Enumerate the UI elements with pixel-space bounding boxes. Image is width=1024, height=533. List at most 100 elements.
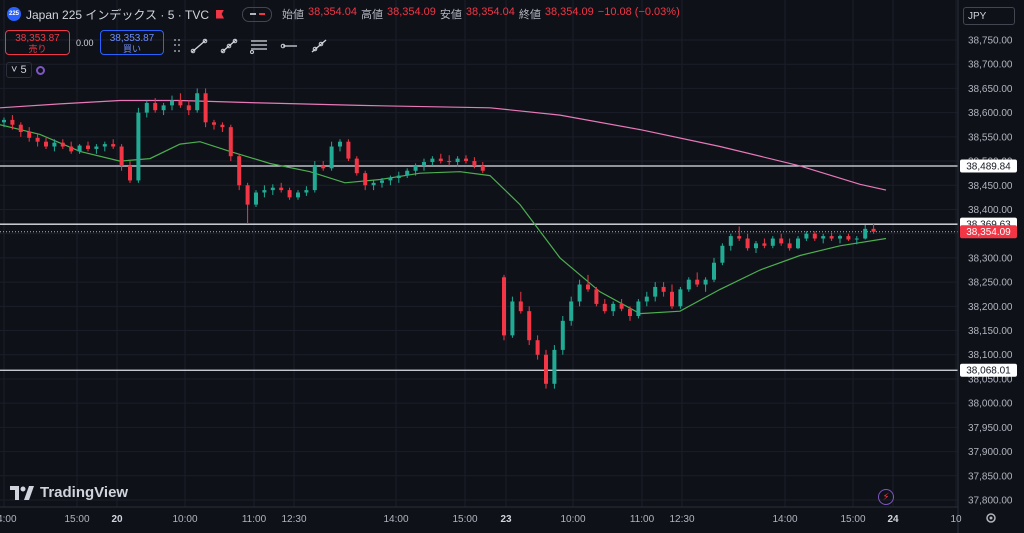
parallel-channel-tool-icon[interactable] [248,36,270,56]
candle-body [518,301,523,312]
x-tick-label: 12:30 [281,514,306,525]
x-tick-label: 11:00 [630,514,655,525]
price-axis: 38,750.00 38,700.00 38,650.00 38,600.00 38,5… [968,36,1013,507]
sell-price: 38,353.87 [15,33,60,44]
buy-button[interactable]: 38,353.87 買い [100,30,164,55]
flash-icon[interactable]: ⚡ [878,489,894,505]
candle-body [304,190,309,193]
candle-body [237,156,242,186]
interval-box[interactable]: ˅ 5 [6,62,32,78]
low-label: 安値 [439,9,462,21]
y-tick-label: 38,250.00 [968,278,1013,289]
drag-handle-icon[interactable] [174,39,180,53]
indicator-circle-icon[interactable] [35,65,45,75]
candle-body [86,145,90,149]
candle-body [787,243,792,249]
horizontal-ray-tool-icon[interactable] [278,36,300,56]
candle-body [161,105,166,111]
legend-header: 225 Japan 225 インデックス · 5 · TVC 始値 38,354.… [0,0,958,28]
trend-line-tool-icon[interactable] [188,36,210,56]
candle-body [44,141,48,147]
last-price-tag [960,225,1017,239]
candle-body [296,192,300,198]
candle-body [577,284,582,302]
level-price-tag [960,159,1017,173]
y-tick-label: 38,650.00 [968,84,1013,95]
candle-body [745,238,750,249]
candle-body [438,158,443,162]
candle-body [779,238,784,244]
currency-selector[interactable]: JPY [963,7,1015,25]
time-axis: 14:00 15:00 20 10:00 11:00 12:30 14:00 15:00 23 1… [0,514,962,525]
candle-body [128,165,132,181]
symbol-title[interactable]: Japan 225 インデックス · 5 · TVC [26,7,210,22]
spread-value: 0.00 [76,38,94,48]
x-tick-label: 23 [500,514,512,525]
candle-body [737,236,742,239]
open-label: 始値 [282,9,305,21]
candle-body [611,303,616,312]
candle-body [754,243,758,249]
x-tick-label: 15:00 [452,514,477,525]
candle-body [821,236,826,239]
tradingview-logo-icon [10,485,34,500]
candle-body [413,165,418,171]
candle-body [195,93,200,111]
sell-button[interactable]: 38,353.87 売り [5,30,70,55]
brand-name: TradingView [40,484,129,501]
candle-body [136,112,141,181]
candle-body [812,233,817,239]
candle-body [510,301,515,336]
candle-body [77,145,82,152]
candle-body [354,158,359,174]
candle-body [254,192,258,205]
candle-body [502,277,506,336]
candle-body [560,320,565,350]
candle-body [60,142,65,147]
candle-body [544,354,548,384]
x-tick-label: 14:00 [0,514,17,525]
candle-body [586,284,590,290]
candle-body [212,122,216,125]
candle-body [153,102,158,111]
change-value: −10.08 (−0.03%) [597,6,680,18]
candle-body [52,142,57,147]
level-price-label: 38,489.84 [966,161,1011,172]
x-tick-label: 20 [111,514,123,525]
candle-body [770,238,775,246]
candle-body [338,141,342,147]
candle-body [863,228,868,239]
slow-moving-average [0,99,887,191]
candle-body [203,93,208,123]
candle-body [102,144,107,147]
candle-body [480,165,485,171]
candle-body [712,262,716,280]
interval-value: 5 [20,64,27,76]
trend-angle-tool-icon[interactable] [218,36,240,56]
candle-body [10,119,15,125]
candle-body [552,349,557,384]
candle-body [329,146,334,169]
y-tick-label: 38,400.00 [968,205,1013,216]
y-tick-label: 37,850.00 [968,471,1013,482]
flag-icon[interactable] [216,9,225,19]
candle-body [69,146,74,152]
ray-tool-icon[interactable] [308,36,330,56]
interval-selector[interactable]: ˅ 5 [6,62,45,78]
open-value: 38,354.04 [308,6,357,18]
candle-body [2,119,6,123]
x-tick-label: 10:00 [560,514,585,525]
x-tick-label: 10:00 [172,514,197,525]
settings-icon[interactable] [986,513,996,523]
candle-body [178,100,183,106]
y-tick-label: 38,150.00 [968,326,1013,337]
candle-body [170,100,174,106]
y-tick-label: 38,600.00 [968,108,1013,119]
last-price-label: 38,354.09 [966,227,1011,238]
candle-body [422,162,426,166]
candle-body [594,289,599,304]
visibility-toggle[interactable] [242,6,273,22]
candle-body [464,158,468,162]
candle-body [346,141,351,159]
